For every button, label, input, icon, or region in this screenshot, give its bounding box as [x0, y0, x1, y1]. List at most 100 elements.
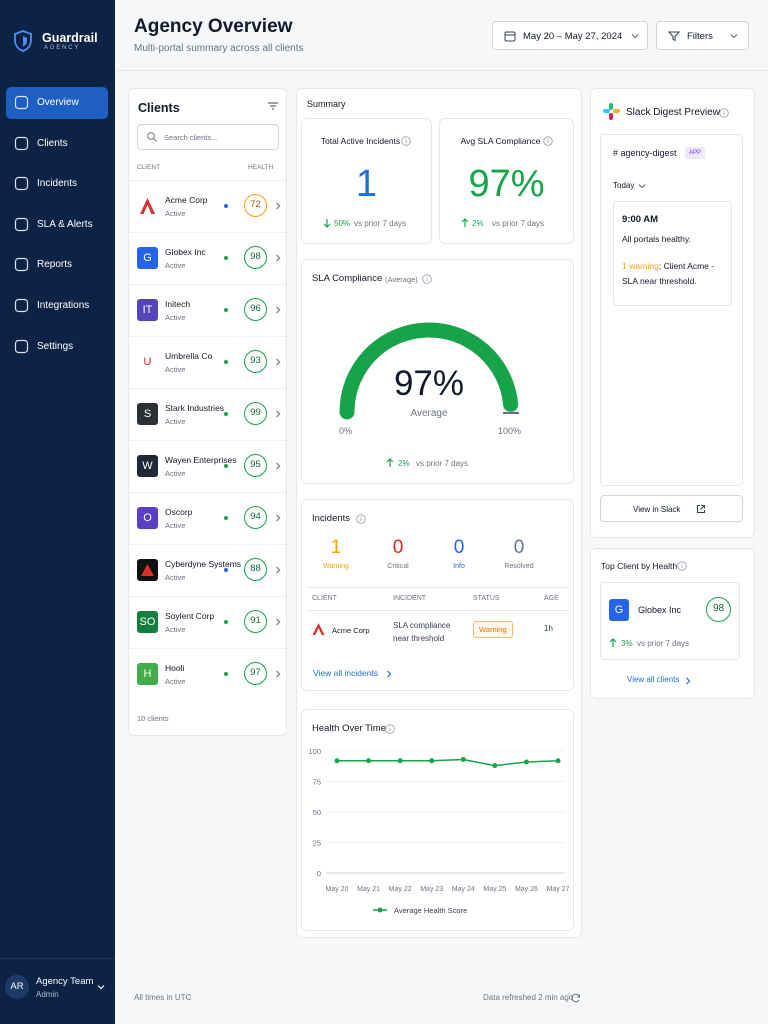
nav-label: SLA & Alerts [37, 218, 93, 230]
x-tick-label: May 25 [483, 886, 506, 893]
status-dot [224, 464, 228, 468]
kpi-delta: 50% [334, 219, 351, 228]
info-icon [356, 514, 366, 524]
client-row[interactable]: O Oscorp Active 94 [129, 492, 286, 544]
nav-item[interactable]: Settings [6, 331, 108, 363]
client-logo: S [137, 403, 158, 425]
slack-logo-bar [609, 113, 613, 120]
client-name: Stark Industries [165, 403, 225, 413]
y-tick-label: 0 [317, 869, 321, 878]
incidents-card: Incidents 1 Warning 0 Critical 0 Info 0 Resolved… [301, 499, 574, 691]
series-point [523, 759, 529, 765]
client-name: Hooli [165, 663, 185, 673]
client-name: Globex Inc [165, 247, 206, 257]
info-dot [723, 110, 725, 112]
info-icon [719, 108, 729, 118]
chevron-line [276, 254, 281, 262]
chevron [276, 514, 281, 522]
col-header: STATUS [473, 595, 500, 602]
client-status: Active [165, 469, 186, 478]
client-row[interactable]: SO Soylent Corp Active 91 [129, 596, 286, 648]
status-dot [224, 204, 228, 208]
gauge-title: SLA Compliance [312, 273, 383, 284]
logo-triangle [141, 564, 154, 576]
client-status: Active [165, 573, 186, 582]
client-row[interactable]: Acme Corp Active 72 [129, 180, 286, 232]
client-row[interactable]: W Wayen Enterprises Active 95 [129, 440, 286, 492]
kpi-value: 1 [355, 163, 378, 205]
nav-item[interactable]: Clients [6, 128, 108, 160]
slack-logo-bar [609, 103, 613, 110]
arrow-path [323, 219, 331, 228]
chevron [276, 618, 281, 626]
client-row[interactable]: Cyberdyne Systems Active 88 [129, 544, 286, 596]
incident-client: Acme Corp [332, 626, 370, 635]
gauge-caption: Average [410, 408, 448, 419]
logo-triangle [140, 198, 155, 214]
slack-logo-bar [603, 109, 610, 113]
col-header: INCIDENT [393, 595, 427, 602]
info-dot [547, 138, 549, 140]
chevron [276, 202, 281, 210]
client-logo: G [137, 247, 158, 269]
summary-panel: Summary Total Active Incidents 1 50% vs prio… [296, 88, 582, 938]
series-point [555, 758, 561, 764]
client-row[interactable]: U Umbrella Co Active 93 [129, 336, 286, 388]
chevron-line [638, 184, 646, 189]
top-client-title: Top Client by Health [601, 561, 678, 571]
incident-client-logo [312, 623, 325, 635]
client-row[interactable]: G Globex Inc Active 98 [129, 232, 286, 284]
status-dot [224, 308, 228, 312]
page-title: Agency Overview [134, 16, 293, 37]
incident-count-label: Info [453, 563, 465, 570]
gauge-qualifier: (Average) [385, 275, 418, 284]
page-subtitle: Multi-portal summary across all clients [134, 43, 304, 54]
chevron [97, 985, 105, 990]
client-status: Active [165, 365, 186, 374]
arrow-path [609, 638, 617, 647]
chevron-line [276, 566, 281, 574]
col-header: AGE [544, 595, 559, 602]
nav-label: Settings [37, 340, 74, 352]
filters-label: Filters [687, 31, 713, 42]
chevron-line [730, 34, 738, 39]
view-in-slack[interactable]: View in Slack [600, 495, 743, 522]
nav-item[interactable]: Reports [6, 249, 108, 281]
avatar: AR [5, 975, 29, 999]
nav-item[interactable]: SLA & Alerts [6, 209, 108, 241]
warning-count: 1 warning [622, 261, 659, 271]
x-tick-label: May 23 [420, 886, 443, 893]
arrow-path [461, 218, 469, 227]
top-client-logo: G [609, 599, 629, 621]
nav-item[interactable]: Overview [6, 87, 108, 119]
client-search[interactable]: Search clients... [137, 124, 279, 150]
chevron [631, 34, 639, 39]
clients-card: Clients Search clients... CLIENT HEALTH Acme… [128, 88, 287, 736]
series-point [397, 758, 403, 764]
incident-count: 0 [453, 537, 465, 558]
info-icon [385, 724, 395, 734]
client-logo-mark [140, 198, 155, 214]
client-logo [137, 559, 158, 581]
client-logo-mark [141, 564, 154, 576]
client-row[interactable]: S Stark Industries Active 99 [129, 388, 286, 440]
health-score: 99 [244, 402, 267, 425]
date-range-button[interactable]: May 20 – May 27, 2024 [492, 21, 648, 50]
client-row[interactable]: H Hooli Active 97 [129, 648, 286, 700]
x-tick-label: May 24 [452, 886, 475, 893]
nav-item[interactable]: Incidents [6, 168, 108, 200]
slack-logo [603, 103, 620, 120]
filters-button[interactable]: Filters [656, 21, 749, 50]
y-tick-label: 50 [313, 808, 321, 817]
logo-triangle [312, 623, 325, 635]
delta-arrow [386, 458, 394, 467]
nav-icon [14, 95, 29, 110]
nav-item[interactable]: Integrations [6, 290, 108, 322]
slack-channel: # agency-digest [613, 148, 677, 158]
view-all-clients[interactable]: View all clients [627, 675, 680, 684]
incidents-link[interactable]: View all incidents [313, 668, 379, 678]
ext [697, 505, 705, 513]
x-tick-label: May 21 [357, 886, 380, 893]
client-row[interactable]: IT Initech Active 96 [129, 284, 286, 336]
incident-count-label: Resolved [504, 563, 534, 570]
